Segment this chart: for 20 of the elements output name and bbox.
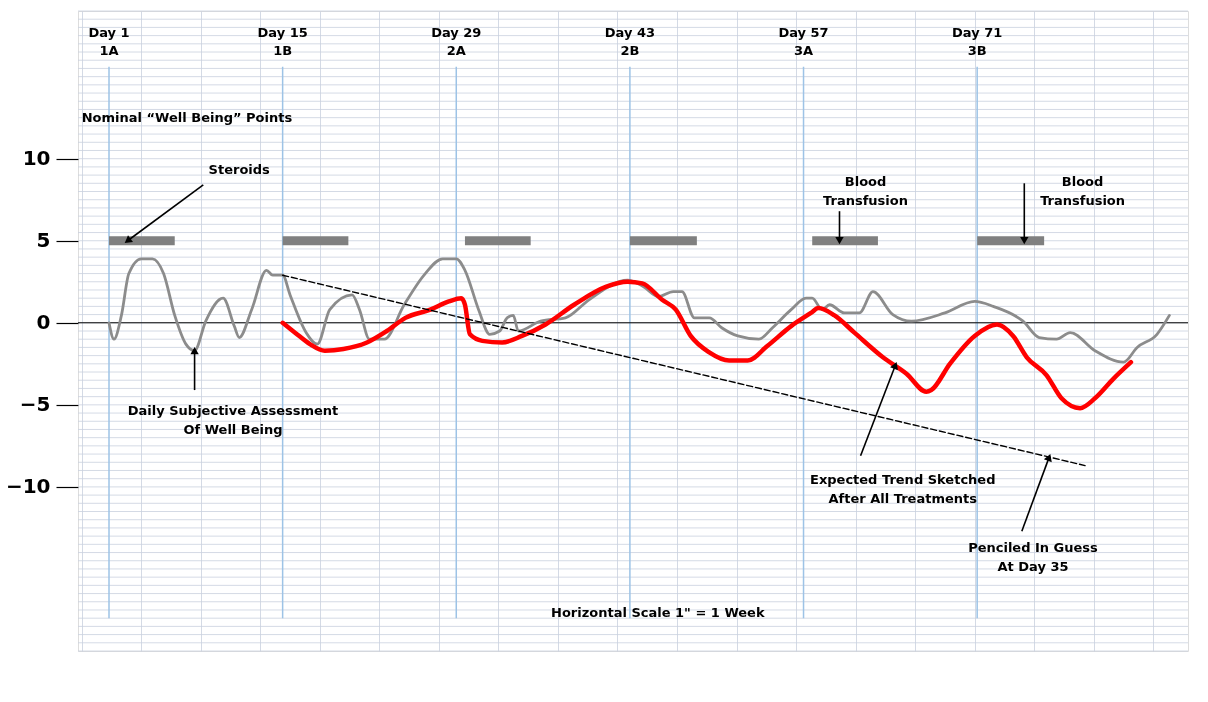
y-tick-label: 0 xyxy=(36,310,51,335)
y-tick-label: −10 xyxy=(5,474,51,499)
y-tick-label: 10 xyxy=(22,146,51,171)
ref-line-label: Day 71 3B xyxy=(952,25,1003,59)
annotation: Daily Subjective Assessment Of Well Being xyxy=(127,403,339,438)
ref-line-label: Day 29 2A xyxy=(431,25,482,59)
y-axis-title: Nominal “Well Being” Points xyxy=(81,109,293,125)
y-tick-label: 5 xyxy=(36,228,51,253)
annotation: Steroids xyxy=(208,162,271,178)
ref-line-label: Day 57 3A xyxy=(778,25,829,59)
ref-line-label: Day 15 1B xyxy=(257,25,308,59)
annotation: Blood Transfusion xyxy=(823,173,908,208)
ref-line-label: Day 1 1A xyxy=(88,25,130,59)
line-series xyxy=(107,257,1171,364)
x-axis-title: Horizontal Scale 1" = 1 Week xyxy=(551,605,765,621)
annotation: Blood Transfusion xyxy=(1040,173,1126,208)
y-tick-label: −5 xyxy=(19,392,51,417)
ref-line-label: Day 43 2B xyxy=(604,25,656,59)
annotation: Expected Trend Sketched After All Treatments xyxy=(810,472,996,507)
annotation: Penciled In Guess At Day 35 xyxy=(968,539,1099,574)
